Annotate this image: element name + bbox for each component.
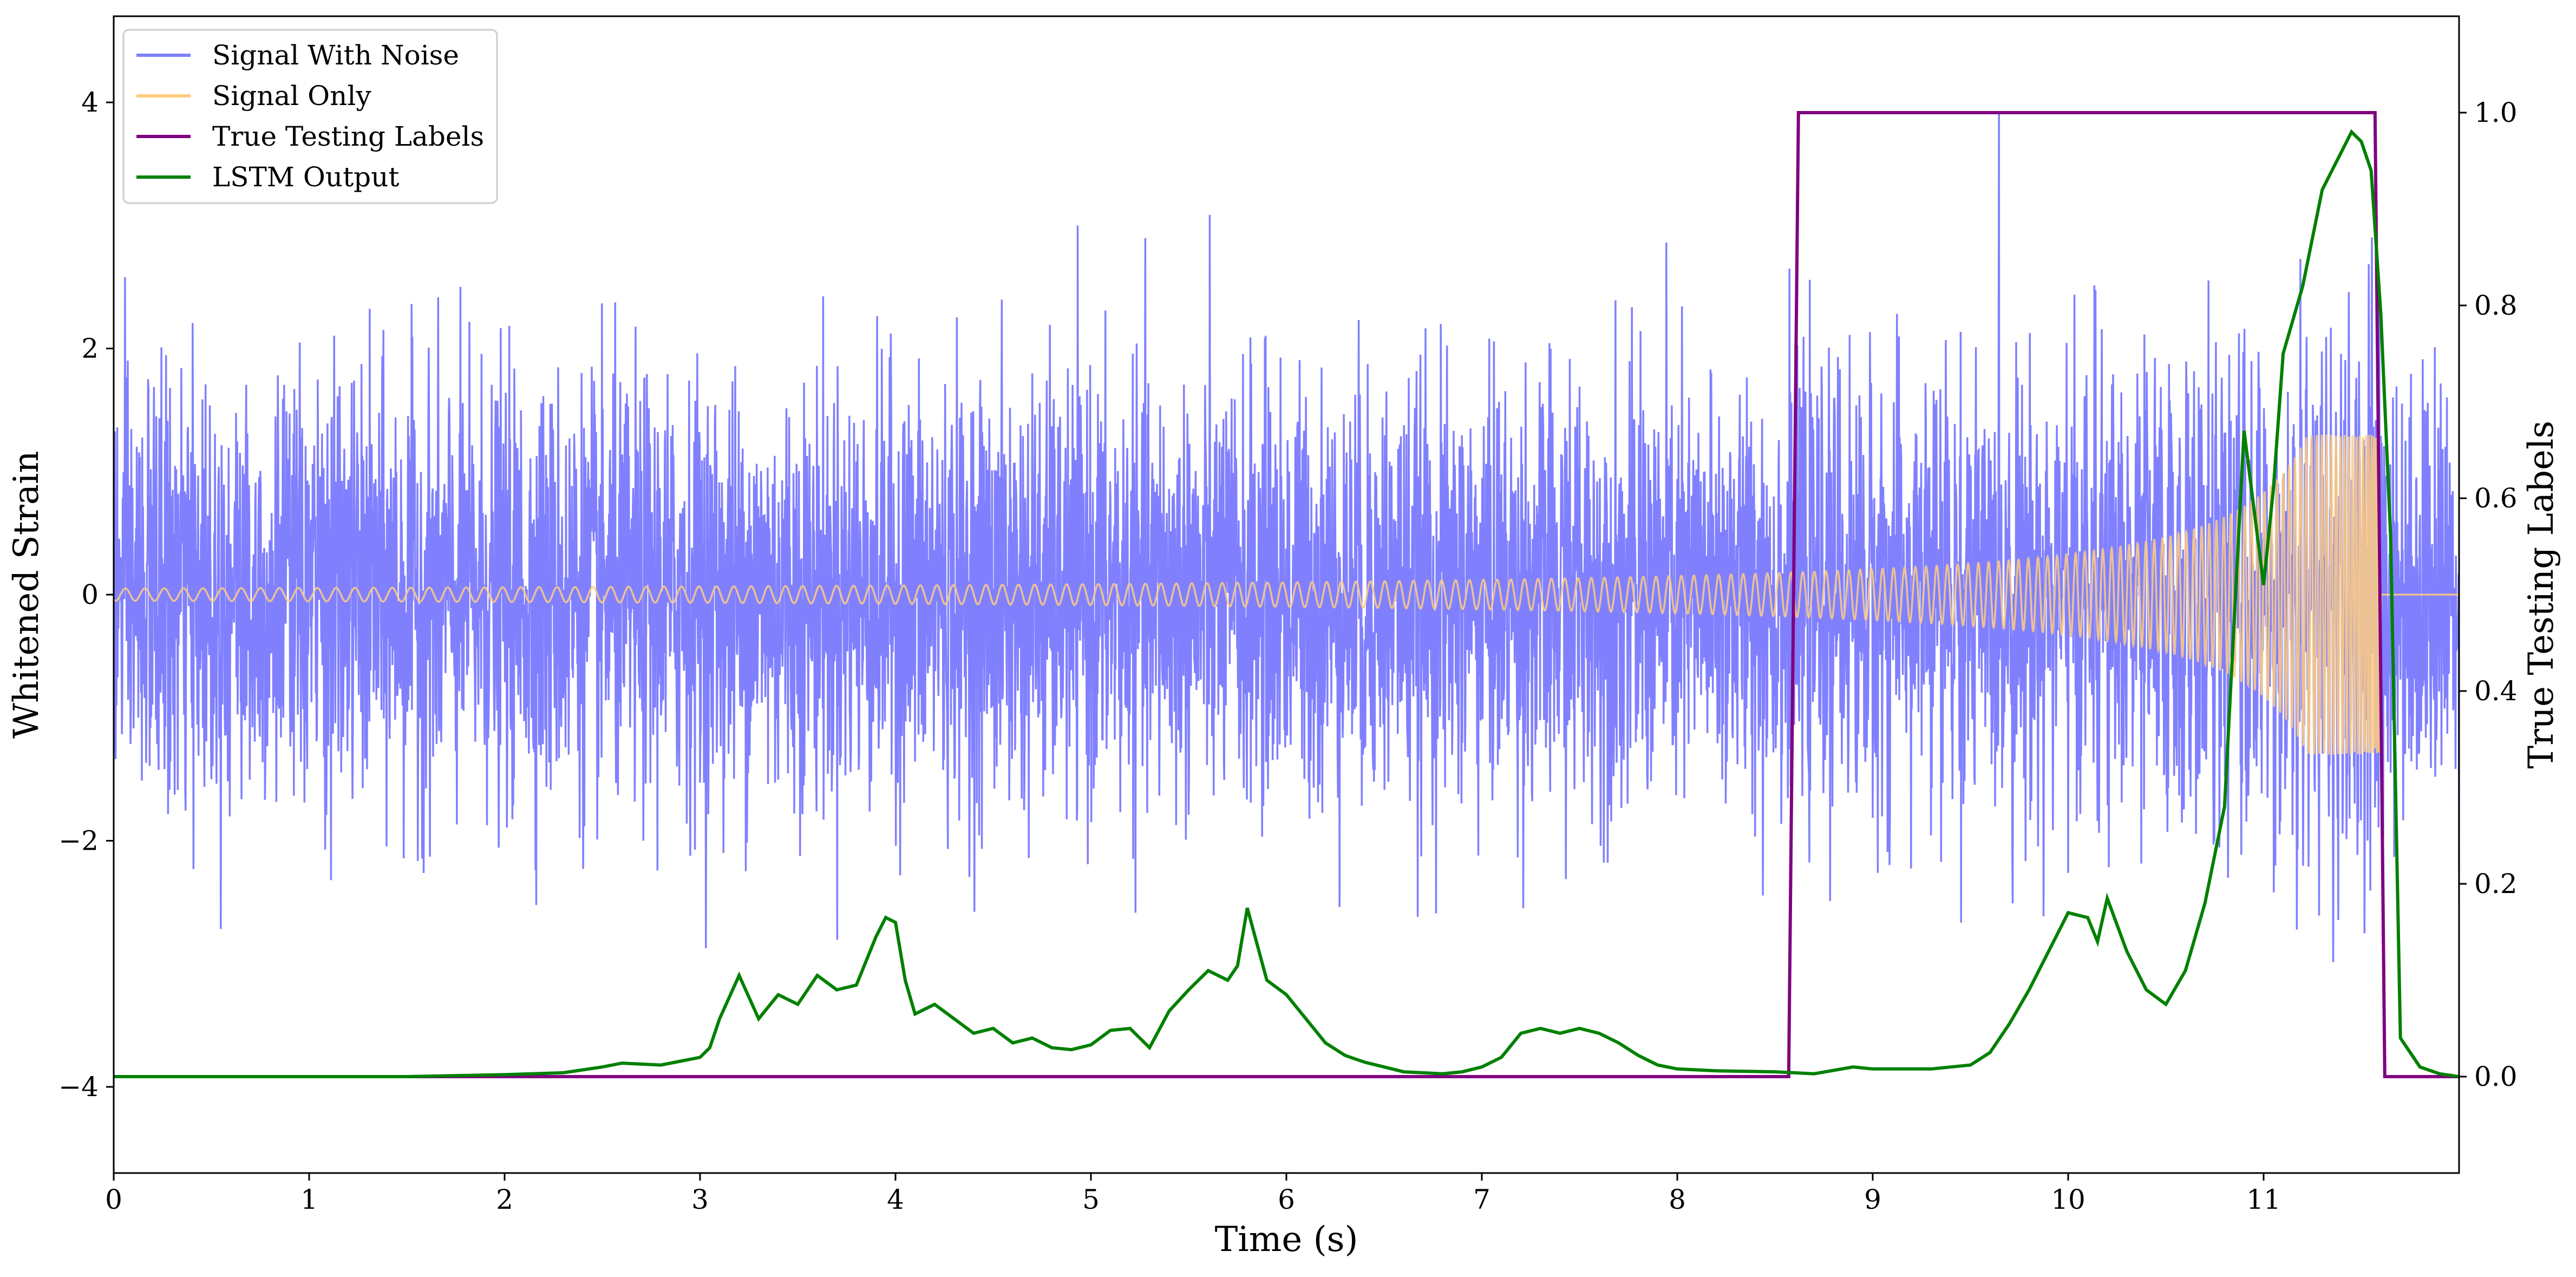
y-left-tick-label: −4 [58,1071,99,1103]
x-tick-label: 3 [691,1184,709,1215]
x-tick-label: 6 [1278,1184,1295,1215]
y-right-tick-label: 0.0 [2474,1061,2518,1092]
y-left-tick-label: 0 [81,579,99,610]
series-true-testing-labels [114,111,2459,1078]
y-left-tick-label: 2 [81,333,99,364]
legend-entry-label: Signal Only [212,80,371,112]
legend-entry-label: True Testing Labels [212,121,484,152]
series-signal-only [114,434,2459,755]
x-tick-label: 11 [2246,1184,2281,1215]
x-tick-label: 10 [2051,1184,2085,1215]
y-right-tick-label: 0.8 [2474,290,2518,321]
x-tick-label: 5 [1082,1184,1100,1215]
x-tick-label: 8 [1669,1184,1686,1215]
legend: Signal With Noise Signal Only True Testing… [122,29,498,204]
legend-entry-label: LSTM Output [212,161,399,193]
y-left-axis-ticks: −4 −2 0 2 4 [58,87,114,1103]
legend-entry-label: Signal With Noise [212,40,459,71]
x-tick-label: 4 [887,1184,904,1215]
x-axis-ticks: 0 1 2 3 4 5 6 7 8 9 10 11 [105,1173,2281,1215]
series-lstm-output [114,129,2459,1078]
legend-box [122,29,498,204]
y-right-tick-label: 0.4 [2474,675,2518,707]
y-left-axis-label: Whitened Strain [6,451,47,738]
x-tick-label: 0 [105,1184,122,1215]
x-axis-label: Time (s) [1215,1220,1358,1260]
y-left-tick-label: 4 [81,87,99,118]
y-left-tick-label: −2 [58,825,99,856]
y-right-tick-label: 0.2 [2474,868,2518,900]
y-right-axis-ticks: 0.0 0.2 0.4 0.6 0.8 1.0 [2459,97,2518,1092]
series-layer [114,111,2459,1078]
x-tick-label: 9 [1864,1184,1881,1215]
y-right-tick-label: 0.6 [2474,483,2518,514]
x-tick-label: 1 [300,1184,318,1215]
x-tick-label: 7 [1473,1184,1490,1215]
y-right-axis-label: True Testing Labels [2521,421,2561,769]
x-tick-label: 2 [496,1184,513,1215]
y-right-tick-label: 1.0 [2474,97,2518,128]
series-signal-with-noise [114,113,2459,962]
